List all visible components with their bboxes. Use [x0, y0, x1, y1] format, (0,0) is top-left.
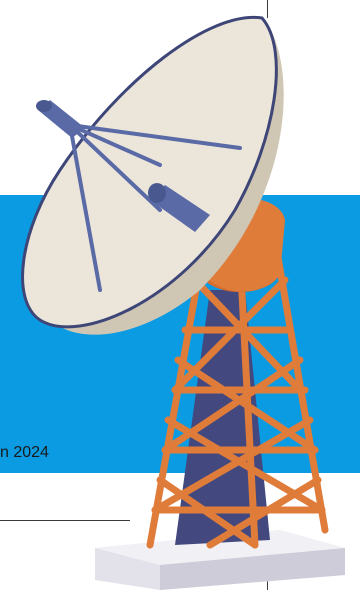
tower-base-icon: [95, 530, 345, 590]
dish-struts-icon: [68, 123, 242, 292]
banner-caption: n 2024: [0, 444, 49, 461]
receiver-icon: [148, 183, 210, 232]
frame-line-bottom: [0, 520, 130, 521]
frame-line-vertical: [267, 0, 268, 18]
dish-shadow-icon: [40, 20, 284, 335]
feed-horn-icon: [36, 100, 85, 138]
frame-line-vertical-bottom: [267, 575, 268, 590]
dish-icon: [21, 15, 278, 329]
